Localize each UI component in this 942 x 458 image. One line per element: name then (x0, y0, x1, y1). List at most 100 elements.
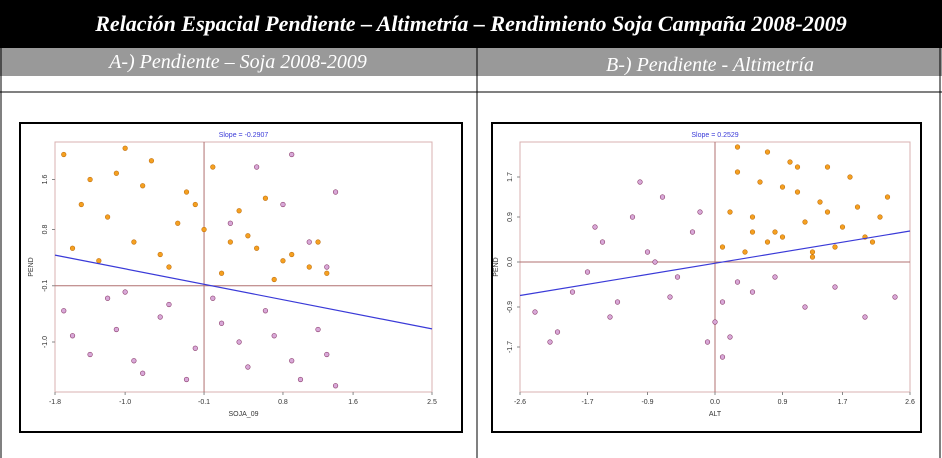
point (734, 169, 741, 175)
point (140, 370, 146, 376)
title-bar (0, 0, 942, 48)
chart-title: Slope = 0.2529 (691, 132, 738, 139)
point (884, 194, 891, 200)
point (131, 239, 137, 245)
point (704, 339, 711, 345)
point (794, 189, 801, 195)
point (832, 284, 838, 290)
point (297, 376, 304, 383)
point (689, 229, 696, 235)
point (607, 314, 613, 320)
point (280, 201, 286, 208)
point (817, 199, 823, 205)
y-tick-label: 0.0 (507, 257, 514, 267)
point (192, 345, 198, 351)
point (306, 239, 312, 245)
point (227, 220, 233, 226)
point (712, 319, 718, 325)
point (877, 214, 883, 220)
point (175, 220, 181, 226)
point (824, 164, 831, 170)
point (113, 326, 119, 333)
point (254, 245, 260, 251)
point (262, 308, 269, 314)
point (637, 179, 643, 185)
point (166, 264, 172, 270)
point (614, 299, 621, 305)
point (727, 334, 733, 340)
point (289, 358, 295, 364)
point (166, 301, 172, 308)
point (61, 151, 67, 158)
point (245, 233, 251, 239)
point (87, 351, 93, 358)
regression-line (519, 230, 911, 297)
point (262, 195, 269, 201)
point (757, 179, 763, 185)
chart-title: Slope = -0.2907 (219, 132, 269, 139)
point (839, 224, 846, 230)
point (183, 189, 190, 195)
point (569, 289, 576, 295)
y-tick-label: 0.8 (42, 225, 49, 235)
y-tick-label: -1.0 (42, 336, 49, 348)
x-axis-label: SOJA_09 (229, 411, 259, 418)
point (105, 214, 111, 220)
point (742, 249, 748, 255)
point (719, 299, 726, 305)
point (674, 274, 681, 280)
point (697, 209, 703, 215)
point (592, 224, 598, 230)
y-tick-label: -1.7 (507, 341, 514, 353)
point (227, 239, 233, 245)
x-tick-label: 0.0 (710, 399, 720, 406)
point (122, 289, 128, 295)
point (271, 276, 277, 283)
point (749, 214, 756, 220)
subheader-bar (0, 48, 942, 76)
point (315, 239, 321, 245)
x-tick-label: -0.1 (198, 399, 210, 406)
point (787, 159, 793, 165)
point (289, 251, 295, 258)
point (210, 295, 216, 301)
point (254, 164, 260, 170)
x-tick-label: -1.8 (49, 399, 61, 406)
point (749, 289, 756, 295)
point (809, 254, 816, 260)
y-tick-label: -0.1 (42, 280, 49, 292)
point (667, 294, 673, 300)
point (87, 176, 93, 183)
point (629, 214, 636, 220)
point (652, 259, 658, 265)
point (764, 149, 771, 155)
point (764, 239, 771, 245)
y-tick-label: 0.9 (507, 212, 514, 222)
point (157, 251, 163, 258)
point (554, 329, 561, 335)
point (131, 358, 137, 364)
point (96, 258, 102, 264)
point (749, 229, 756, 235)
point (727, 209, 733, 215)
point (201, 226, 207, 233)
point (832, 244, 838, 250)
point (218, 320, 225, 326)
point (794, 164, 801, 170)
point (854, 204, 861, 210)
x-tick-label: 1.7 (838, 399, 848, 406)
point (157, 314, 163, 320)
point (532, 309, 538, 315)
point (809, 249, 816, 255)
subheader: A-) Pendiente – Soja 2008-2009 (107, 51, 367, 73)
point (218, 270, 225, 276)
point (869, 239, 876, 245)
point (236, 208, 242, 214)
point (802, 304, 808, 310)
y-tick-label: -0.9 (507, 301, 514, 313)
point (644, 249, 651, 255)
table-borders (0, 48, 942, 458)
point (236, 339, 242, 345)
point (847, 174, 853, 180)
